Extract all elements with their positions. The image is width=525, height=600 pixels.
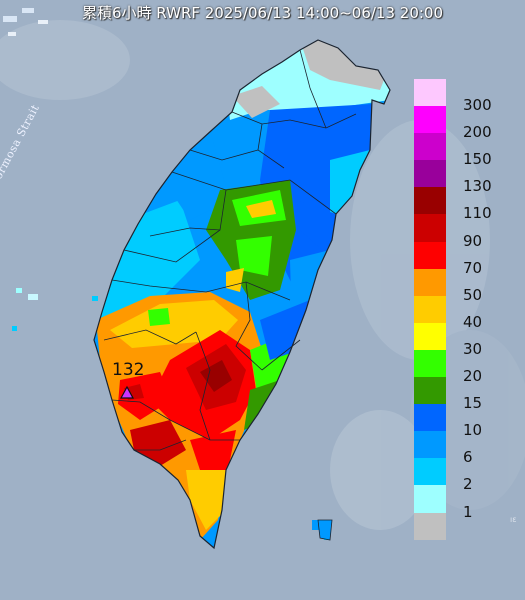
legend-label: 6 — [463, 448, 473, 467]
legend-label: 15 — [463, 394, 483, 413]
legend-row: 110 — [414, 187, 514, 222]
edge-label: ıε — [510, 515, 517, 524]
legend-row: 20 — [414, 349, 514, 385]
legend-label: 300 — [463, 96, 492, 115]
legend-row: 15 — [414, 377, 514, 412]
county-borders — [103, 49, 357, 451]
legend-row: 6 — [414, 431, 514, 466]
legend-row: 90 — [414, 214, 514, 250]
legend-label: 200 — [463, 123, 492, 142]
legend-row — [414, 512, 514, 540]
legend-swatch — [414, 160, 446, 188]
legend-row: 300 — [414, 79, 514, 114]
legend-swatch — [414, 79, 446, 107]
legend-swatch — [414, 187, 446, 215]
legend-row: 70 — [414, 241, 514, 277]
legend-label: 10 — [463, 421, 483, 440]
legend-swatch — [414, 431, 446, 459]
max-rainfall-value: 132 — [112, 360, 145, 380]
legend-label: 130 — [463, 177, 492, 196]
legend-swatch — [414, 295, 446, 323]
legend-row: 10 — [414, 404, 514, 439]
legend-swatch — [414, 485, 446, 513]
legend-row: 30 — [414, 322, 514, 358]
legend-row: 40 — [414, 295, 514, 331]
legend-row: 200 — [414, 106, 514, 141]
orchid-island — [317, 519, 333, 541]
legend-label: 70 — [463, 258, 483, 277]
legend-label: 2 — [463, 475, 473, 494]
legend-label: 50 — [463, 285, 483, 304]
legend-label: 110 — [463, 204, 492, 223]
legend-row: 150 — [414, 133, 514, 168]
legend-row: 2 — [414, 458, 514, 493]
legend-label: 150 — [463, 150, 492, 169]
legend-label: 30 — [463, 339, 483, 358]
legend-swatch — [414, 404, 446, 432]
legend-swatch — [414, 268, 446, 296]
color-legend: 300 200 150 130 110 90 70 50 40 30 20 15 10 6 2 1 — [414, 79, 514, 540]
max-rainfall-marker — [119, 385, 135, 399]
legend-label: 1 — [463, 502, 473, 521]
map-title: 累積6小時 RWRF 2025/06/13 14:00~06/13 20:00 — [81, 4, 444, 22]
legend-swatch — [414, 458, 446, 486]
legend-swatch — [414, 349, 446, 378]
legend-swatch — [414, 214, 446, 242]
legend-swatch — [414, 241, 446, 269]
legend-swatch — [414, 512, 446, 540]
legend-row: 130 — [414, 160, 514, 195]
legend-row: 50 — [414, 268, 514, 304]
legend-row: 1 — [414, 485, 514, 521]
legend-swatch — [414, 377, 446, 405]
legend-swatch — [414, 322, 446, 350]
legend-swatch — [414, 133, 446, 161]
legend-label: 20 — [463, 367, 483, 386]
legend-label: 40 — [463, 312, 483, 331]
legend-label: 90 — [463, 231, 483, 250]
legend-swatch — [414, 106, 446, 134]
